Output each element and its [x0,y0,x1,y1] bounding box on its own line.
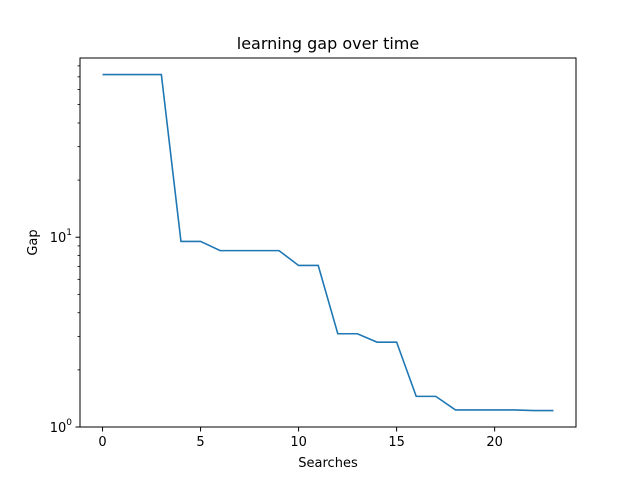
x-tick-label: 20 [486,435,503,450]
x-tick-label: 0 [98,435,106,450]
plot-area [102,73,554,412]
x-tick-label: 15 [388,435,405,450]
x-axis-label: Searches [298,456,358,471]
axes-frame [79,57,577,428]
x-tick-label: 5 [196,435,204,450]
chart-title: learning gap over time [237,34,419,53]
y-tick-label: 101 [50,228,72,246]
x-axis: 0 5 10 15 20 [98,427,503,450]
y-axis-label: Gap [26,229,41,255]
x-tick-label: 10 [290,435,307,450]
y-axis: 100 101 [50,65,80,436]
series-line-0 [102,73,554,412]
y-tick-label: 100 [50,418,73,436]
